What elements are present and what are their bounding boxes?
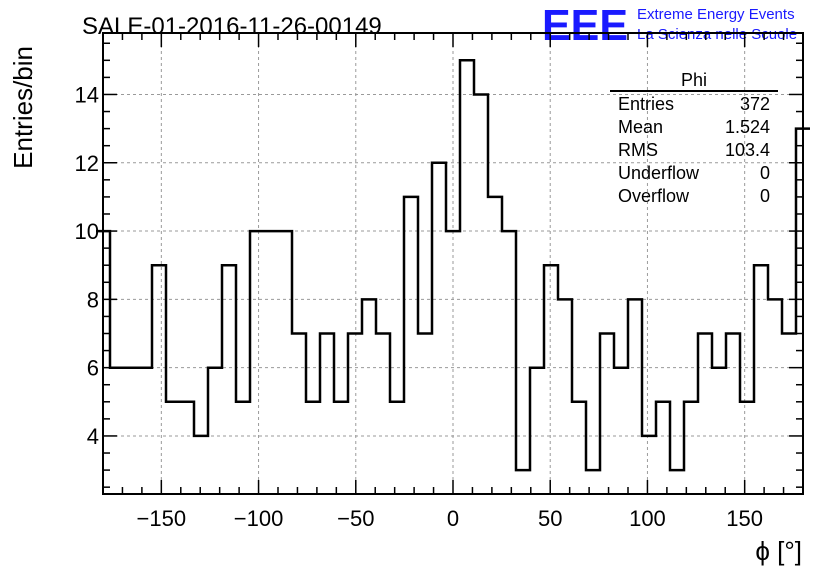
logo-line1: Extreme Energy Events xyxy=(637,6,795,23)
x-tick-label: 150 xyxy=(726,506,763,531)
y-axis-label: Entries/bin xyxy=(8,46,38,169)
x-tick-label: 0 xyxy=(447,506,459,531)
histogram-bins xyxy=(96,59,810,472)
y-tick-label: 14 xyxy=(75,82,99,107)
logo: EEE Extreme Energy Events La Scienza nel… xyxy=(542,1,797,50)
stats-box: Phi Entries 372 Mean 1.524 RMS 103.4 Underflow… xyxy=(610,70,778,206)
x-tick-labels: −150 −100 −50 0 50 100 150 xyxy=(137,506,763,531)
y-tick-label: 6 xyxy=(87,356,99,381)
x-axis-label: ϕ [°] xyxy=(755,536,802,566)
stats-row-label: Entries xyxy=(618,94,674,114)
stats-row-label: RMS xyxy=(618,140,658,160)
stats-row-label: Underflow xyxy=(618,163,700,183)
stats-row-value: 103.4 xyxy=(725,140,770,160)
stats-row-value: 0 xyxy=(760,186,770,206)
histogram-outline xyxy=(96,59,810,472)
stats-row-label: Mean xyxy=(618,117,663,137)
y-tick-label: 10 xyxy=(75,219,99,244)
stats-title: Phi xyxy=(681,70,707,90)
x-tick-label: −50 xyxy=(337,506,374,531)
logo-line2: La Scienza nelle Scuole xyxy=(637,26,797,43)
chart-title: SALE-01-2016-11-26-00149 xyxy=(82,13,382,40)
y-tick-label: 4 xyxy=(87,424,99,449)
stats-row-label: Overflow xyxy=(618,186,690,206)
x-tick-label: −100 xyxy=(234,506,284,531)
stats-row-value: 372 xyxy=(740,94,770,114)
stats-row-value: 0 xyxy=(760,163,770,183)
x-tick-label: 100 xyxy=(629,506,666,531)
logo-mark: EEE xyxy=(542,1,628,50)
y-tick-label: 12 xyxy=(75,151,99,176)
axes xyxy=(102,32,804,495)
y-tick-label: 8 xyxy=(87,287,99,312)
x-tick-label: 50 xyxy=(538,506,562,531)
x-tick-label: −150 xyxy=(137,506,187,531)
stats-row-value: 1.524 xyxy=(725,117,770,137)
y-tick-labels: 4 6 8 10 12 14 xyxy=(75,82,99,448)
